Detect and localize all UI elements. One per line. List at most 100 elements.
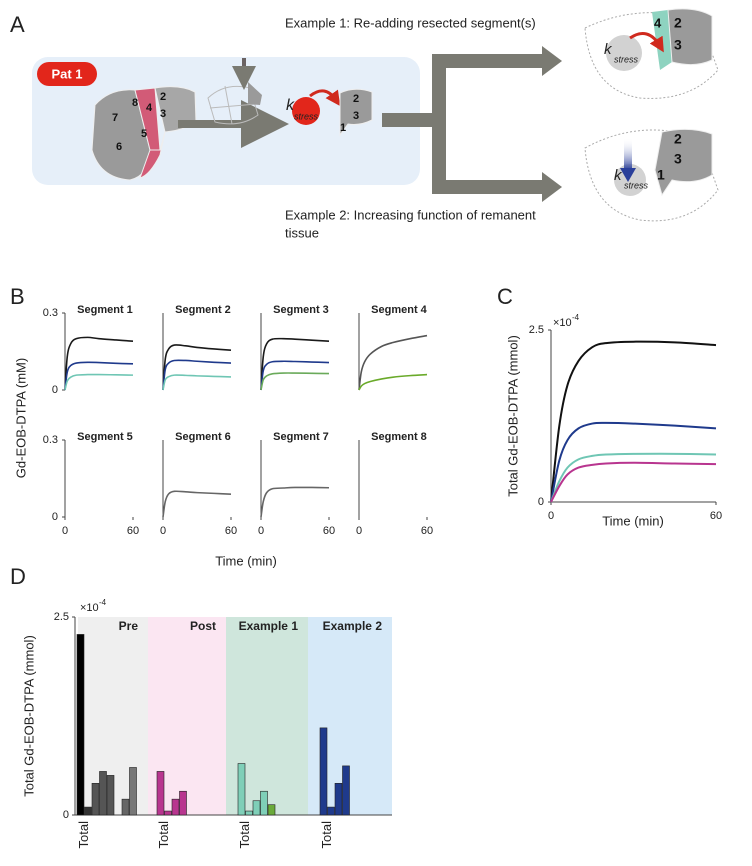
x-tick-label: 60 [225, 525, 237, 537]
stress-label: stress [294, 111, 319, 121]
patient-label: Pat 1 [51, 66, 82, 81]
k-label: k [286, 97, 295, 114]
y-tick-label: 2.5 [529, 324, 544, 336]
line [162, 359, 232, 391]
bar [334, 783, 343, 816]
segment-label: 4 [146, 102, 153, 114]
x-axis-label: Time (min) [215, 553, 277, 568]
subplot-title: Segment 5 [77, 431, 133, 443]
bar [99, 771, 107, 816]
segment-label: 3 [160, 108, 166, 120]
x-tick-label: Total [156, 821, 171, 849]
group-label: Pre [119, 619, 139, 633]
line [64, 336, 134, 391]
k-stress-node [606, 35, 642, 71]
line [260, 337, 330, 391]
segment-label: 1 [657, 167, 665, 183]
line [550, 340, 717, 503]
segment-label: 3 [353, 110, 359, 122]
x-axis-label: Time (min) [602, 513, 664, 528]
y-multiplier: ×10 [80, 602, 99, 614]
y-tick-label: 0.3 [43, 307, 58, 319]
y-exponent: -4 [572, 313, 580, 322]
x-tick-label: 0 [160, 525, 166, 537]
bar [252, 800, 261, 816]
bar [342, 765, 350, 816]
x-tick-label: Total [76, 821, 91, 849]
line [358, 373, 428, 391]
y-tick-label: 0 [52, 384, 58, 396]
liver-post [339, 88, 373, 137]
panel-label: B [10, 284, 25, 309]
arrow [629, 32, 664, 53]
panel-label: D [10, 564, 26, 589]
example-label: tissue [285, 225, 319, 240]
k-stress-node [614, 164, 646, 196]
group-label: Example 2 [323, 619, 383, 633]
arrow [620, 168, 636, 182]
stress-label: stress [624, 180, 649, 190]
bar [171, 798, 180, 816]
line [162, 490, 232, 518]
subplot-title: Segment 4 [371, 304, 428, 316]
bar [76, 634, 85, 816]
stress-label: stress [614, 54, 639, 64]
segment-label: 8 [132, 97, 138, 109]
x-tick-label: 0 [258, 525, 264, 537]
liver-part [654, 128, 713, 197]
panel-label: A [10, 12, 25, 37]
arrow [624, 138, 632, 170]
y-axis-label: Gd-EOB-DTPA (mM) [13, 358, 28, 478]
bar [179, 790, 187, 816]
example-label: Example 1: Re-adding resected segment(s) [285, 15, 536, 30]
y-exponent: -4 [99, 598, 107, 607]
k-stress-node [292, 97, 320, 125]
line [64, 373, 134, 391]
segment-label: 5 [141, 128, 147, 140]
y-tick-label: 0 [538, 496, 544, 508]
bar [164, 810, 172, 816]
segment-label: 2 [674, 15, 682, 31]
k-label: k [614, 167, 623, 184]
bar [84, 806, 92, 816]
x-tick-label: 60 [127, 525, 139, 537]
patient-badge [37, 62, 97, 86]
liver-part [667, 8, 713, 66]
liver-pre [91, 86, 197, 181]
x-tick-label: 0 [62, 525, 68, 537]
bar [260, 790, 268, 816]
subplot-title: Segment 8 [371, 431, 427, 443]
line [260, 372, 330, 391]
bar [319, 727, 328, 816]
subplot-title: Segment 6 [175, 431, 231, 443]
segment-label: 6 [116, 141, 122, 153]
branch-arrows [382, 46, 562, 202]
y-tick-label: 0 [52, 511, 58, 523]
k-label: k [604, 41, 613, 58]
arrow [309, 89, 341, 107]
bar [267, 804, 276, 816]
bar [327, 806, 335, 816]
line [550, 452, 717, 503]
line [162, 344, 232, 391]
x-tick-label: Total [319, 821, 334, 849]
liver-outline [584, 12, 719, 222]
x-tick-label: Total [237, 821, 252, 849]
group-label: Example 1 [239, 619, 299, 633]
bar [156, 771, 165, 816]
segment-label: 2 [674, 131, 682, 147]
x-tick-label: 60 [710, 510, 722, 522]
x-tick-label: 60 [421, 525, 433, 537]
panel-label: C [497, 284, 513, 309]
segment-label: 1 [340, 122, 346, 134]
y-tick-label: 2.5 [54, 611, 69, 623]
line [550, 421, 717, 503]
segment-label: 3 [674, 37, 682, 53]
line [260, 486, 330, 518]
bar [91, 783, 100, 816]
subplot-title: Segment 1 [77, 304, 133, 316]
segment-label: 3 [674, 151, 682, 167]
subplot-title: Segment 7 [273, 431, 329, 443]
segment-label: 4 [654, 15, 662, 30]
